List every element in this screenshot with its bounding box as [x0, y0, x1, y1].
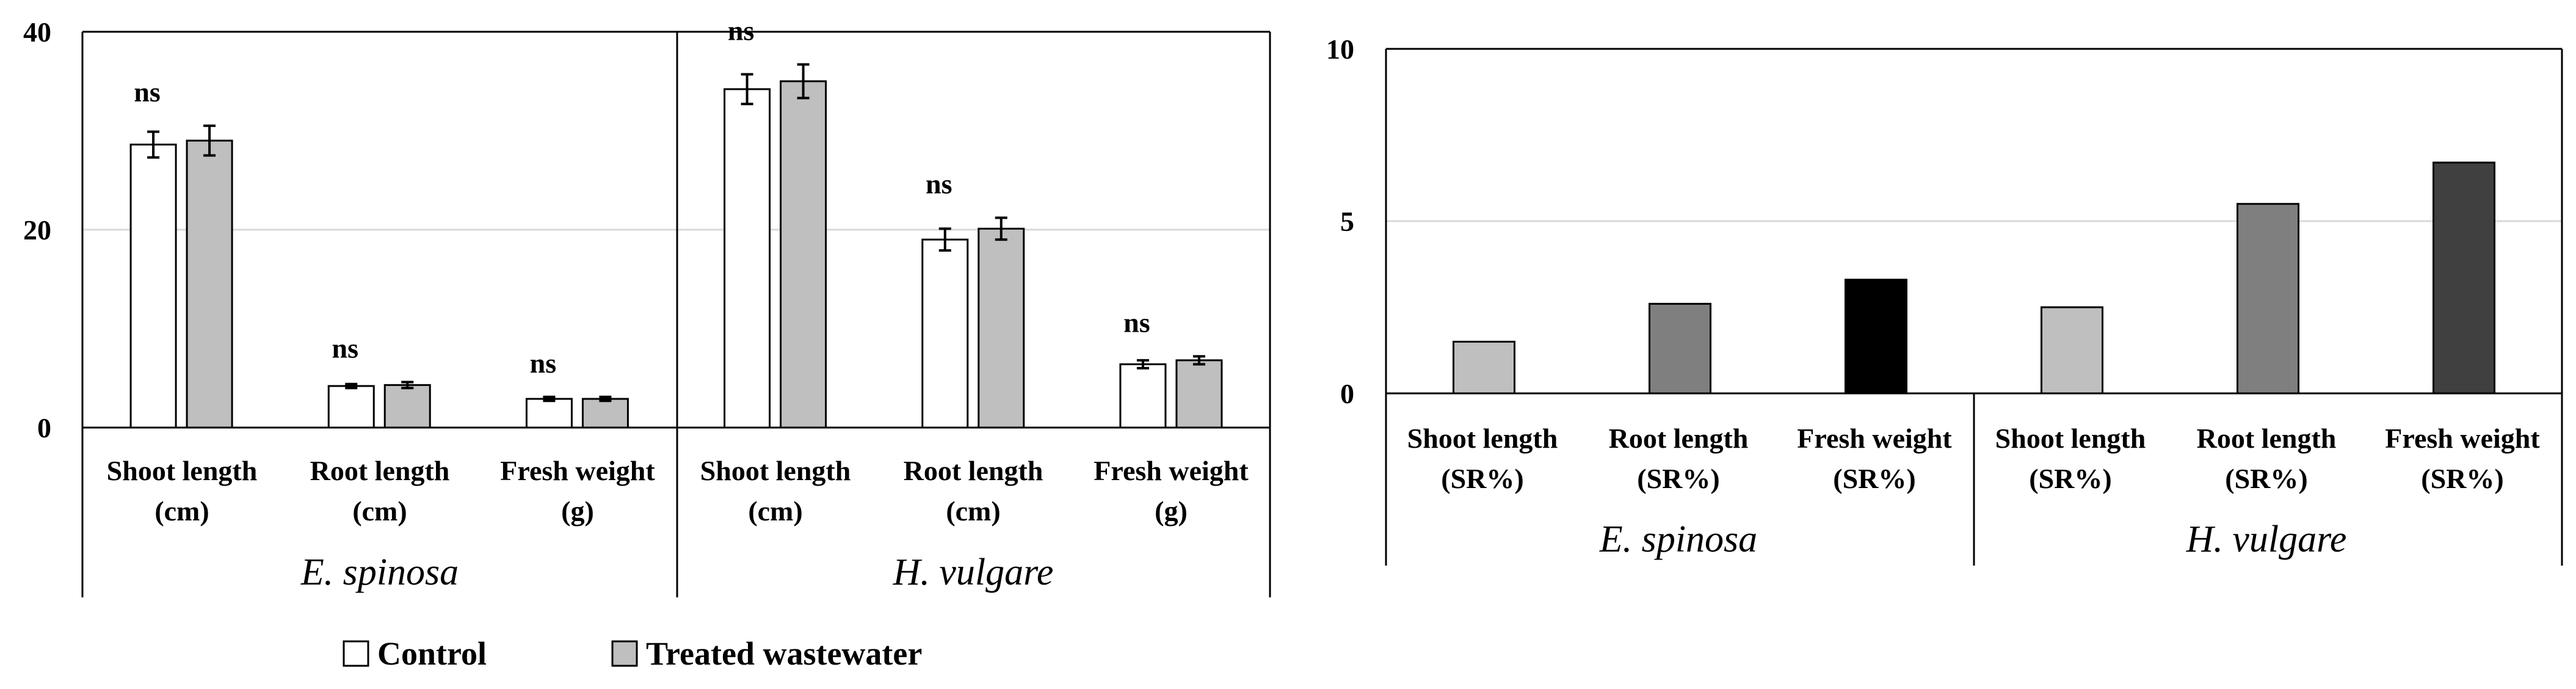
right-cat-6-line1: Fresh weight	[2385, 423, 2540, 454]
right-cat-1-line2: (SR%)	[1441, 463, 1523, 494]
bar-treated-1	[186, 139, 233, 429]
left-group-label-h-vulgare: H. vulgare	[893, 552, 1054, 593]
right-ytick-10: 10	[1326, 34, 1354, 65]
right-cat-6-line2: (SR%)	[2421, 463, 2503, 494]
left-cat-3-line1: Fresh weight	[500, 455, 655, 486]
legend-swatch-control	[343, 640, 369, 667]
bar-treated-5	[978, 227, 1025, 429]
legend-label-control: Control	[377, 635, 487, 672]
left-cat-1-line1: Shoot length	[107, 455, 258, 486]
left-sig-label-5: ns	[926, 169, 952, 200]
sr-bar-2	[1649, 302, 1711, 395]
left-sig-label-6: ns	[1123, 307, 1150, 338]
right-cat-1-line1: Shoot length	[1407, 423, 1558, 454]
sr-bar-6	[2433, 161, 2495, 395]
right-group-label-e-spinosa: E. spinosa	[1599, 519, 1757, 560]
left-cat-1-line2: (cm)	[154, 495, 209, 527]
left-cat-6-line1: Fresh weight	[1094, 455, 1249, 486]
legend-swatch-treated	[611, 640, 638, 667]
left-cat-2-line2: (cm)	[352, 495, 407, 527]
left-sig-label-1: ns	[134, 76, 160, 108]
left-chart: 0 20 40 Shoot length (cm) Root length (c…	[23, 15, 1271, 597]
right-group-label-h-vulgare: H. vulgare	[2186, 519, 2347, 560]
bar-treated-4	[780, 80, 827, 429]
right-cat-2-line2: (SR%)	[1637, 463, 1719, 494]
left-sig-label-2: ns	[332, 332, 358, 363]
left-ytick-40: 40	[23, 16, 51, 48]
left-cat-3-line2: (g)	[561, 495, 594, 527]
bar-control-2	[327, 385, 375, 429]
left-cat-2-line1: Root length	[310, 455, 450, 486]
right-cat-5-line2: (SR%)	[2225, 463, 2307, 494]
sr-bar-4	[2041, 306, 2103, 395]
right-cat-3-line1: Fresh weight	[1797, 423, 1952, 454]
right-chart: 0 5 10 Shoot length (SR%) Root length (S…	[1326, 34, 2563, 566]
sr-bar-1	[1453, 340, 1515, 395]
left-cat-5-line1: Root length	[904, 455, 1043, 486]
bar-treated-6	[1175, 359, 1223, 429]
left-ytick-20: 20	[23, 214, 51, 246]
right-ytick-0: 0	[1340, 378, 1354, 409]
left-cat-6-line2: (g)	[1155, 495, 1188, 527]
left-sig-label-4: ns	[728, 15, 754, 46]
bar-control-1	[129, 144, 177, 429]
bar-control-6	[1119, 363, 1167, 429]
left-group-label-e-spinosa: E. spinosa	[300, 552, 459, 593]
left-cat-5-line2: (cm)	[946, 495, 1000, 527]
sr-bar-3	[1845, 279, 1907, 395]
bar-control-5	[921, 238, 969, 429]
bar-treated-2	[383, 384, 431, 429]
bar-control-4	[724, 88, 771, 429]
left-sig-label-3: ns	[530, 348, 556, 379]
sr-bar-5	[2237, 203, 2299, 395]
left-cat-4-line2: (cm)	[748, 495, 802, 527]
right-cat-4-line1: Shoot length	[1995, 423, 2146, 454]
bar-control-3	[525, 398, 573, 429]
right-cat-5-line1: Root length	[2197, 423, 2337, 454]
bar-treated-3	[581, 398, 629, 429]
legend: Control Treated wastewater	[343, 635, 922, 672]
right-cat-2-line1: Root length	[1609, 423, 1749, 454]
right-ytick-5: 5	[1340, 206, 1354, 237]
right-cat-4-line2: (SR%)	[2029, 463, 2111, 494]
right-cat-3-line2: (SR%)	[1833, 463, 1915, 494]
left-cat-4-line1: Shoot length	[700, 455, 851, 486]
legend-label-treated: Treated wastewater	[646, 635, 922, 672]
left-ytick-0: 0	[37, 412, 51, 443]
